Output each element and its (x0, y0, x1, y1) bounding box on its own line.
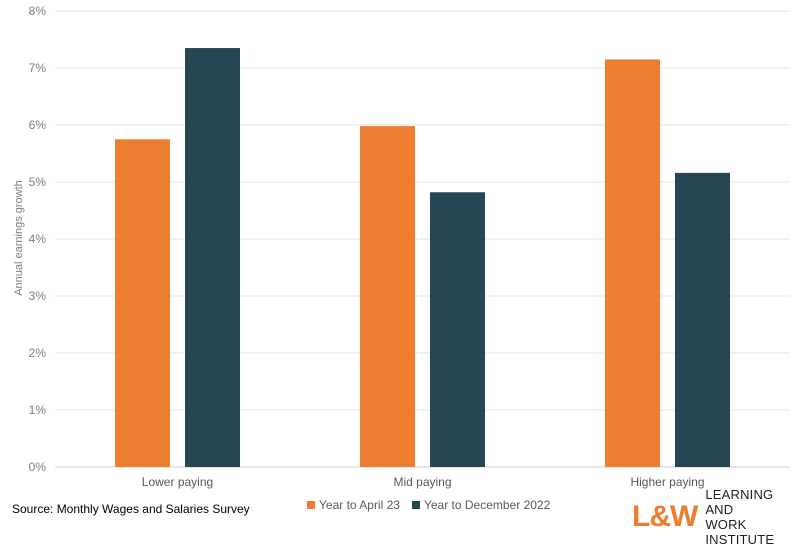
legend-item-april: Year to April 23 (307, 498, 400, 512)
bar (675, 172, 730, 467)
bar (430, 192, 485, 467)
category-label: Lower paying (142, 475, 213, 489)
y-tick-label: 3% (29, 289, 47, 303)
bar (360, 126, 415, 467)
logo-line-2: WORK INSTITUTE (705, 517, 775, 547)
legend-item-december: Year to December 2022 (411, 498, 551, 512)
source-note: Source: Monthly Wages and Salaries Surve… (12, 502, 250, 516)
learning-and-work-logo: L&W LEARNING AND WORK INSTITUTE (632, 487, 800, 547)
logo-text: LEARNING AND WORK INSTITUTE (705, 487, 800, 547)
y-axis-label: Annual earnings growth (13, 180, 25, 296)
logo-line-1: LEARNING AND (705, 487, 774, 517)
y-tick-label: 5% (29, 175, 47, 189)
category-label: Mid paying (393, 475, 451, 489)
gridlines (55, 10, 790, 468)
y-tick-label: 6% (29, 118, 47, 132)
y-tick-label: 4% (29, 232, 47, 246)
logo-mark: L&W (632, 500, 698, 533)
legend-label-april: Year to April 23 (319, 498, 400, 512)
bar-chart: 0% 1% 2% 3% 4% 5% 6% 7% 8% Lower paying Mid payin… (13, 4, 790, 489)
category-label: Higher paying (630, 475, 704, 489)
y-tick-label: 0% (29, 460, 47, 474)
category-labels: Lower paying Mid paying Higher paying (142, 475, 705, 489)
y-tick-label: 1% (29, 403, 47, 417)
bar (605, 59, 660, 467)
bar (115, 139, 170, 467)
legend-label-december: Year to December 2022 (423, 498, 551, 512)
legend-swatch-april (307, 501, 315, 509)
y-tick-labels: 0% 1% 2% 3% 4% 5% 6% 7% 8% (29, 4, 47, 474)
bar (185, 48, 240, 468)
y-tick-label: 8% (29, 4, 47, 18)
y-tick-label: 7% (29, 61, 47, 75)
bars (115, 48, 730, 468)
legend-swatch-december (411, 501, 420, 509)
legend: Year to April 23 Year to December 2022 (307, 498, 550, 512)
y-tick-label: 2% (29, 346, 47, 360)
